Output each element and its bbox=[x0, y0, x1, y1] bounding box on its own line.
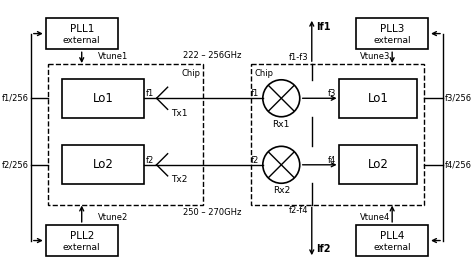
Text: Tx2: Tx2 bbox=[171, 175, 188, 184]
Text: Vtune3: Vtune3 bbox=[360, 52, 390, 61]
Text: f1/256: f1/256 bbox=[2, 94, 29, 103]
Text: Chip: Chip bbox=[255, 69, 273, 78]
Bar bbox=[339, 145, 417, 184]
Text: Rx2: Rx2 bbox=[273, 186, 290, 195]
Text: Vtune4: Vtune4 bbox=[360, 213, 390, 222]
Text: Lo2: Lo2 bbox=[92, 158, 113, 171]
Bar bbox=[251, 64, 425, 205]
Bar bbox=[356, 225, 428, 256]
Text: external: external bbox=[63, 36, 100, 44]
Text: PLL3: PLL3 bbox=[380, 24, 404, 34]
Bar bbox=[46, 18, 118, 49]
Text: Chip: Chip bbox=[182, 69, 201, 78]
Text: f2/256: f2/256 bbox=[2, 160, 29, 169]
Text: Lo2: Lo2 bbox=[368, 158, 389, 171]
Text: f1: f1 bbox=[251, 89, 259, 98]
Text: Lo1: Lo1 bbox=[368, 92, 389, 105]
Text: f2: f2 bbox=[251, 156, 259, 165]
Text: f1-f3: f1-f3 bbox=[289, 53, 308, 62]
Text: f1: f1 bbox=[146, 89, 154, 98]
Text: Vtune1: Vtune1 bbox=[98, 52, 128, 61]
Bar bbox=[356, 18, 428, 49]
Bar bbox=[62, 145, 144, 184]
Text: f4: f4 bbox=[328, 156, 336, 165]
Text: If1: If1 bbox=[317, 22, 331, 32]
Bar bbox=[62, 79, 144, 118]
Text: f3/256: f3/256 bbox=[445, 94, 472, 103]
Text: external: external bbox=[63, 243, 100, 251]
Text: Rx1: Rx1 bbox=[273, 120, 290, 129]
Text: 250 – 270GHz: 250 – 270GHz bbox=[183, 208, 241, 217]
Text: f3: f3 bbox=[328, 89, 336, 98]
Text: external: external bbox=[374, 36, 411, 44]
Text: PLL4: PLL4 bbox=[380, 231, 404, 241]
Text: external: external bbox=[374, 243, 411, 251]
Text: f2: f2 bbox=[146, 156, 154, 165]
Text: Vtune2: Vtune2 bbox=[98, 213, 128, 222]
Text: PLL1: PLL1 bbox=[70, 24, 94, 34]
Text: Lo1: Lo1 bbox=[92, 92, 113, 105]
Text: Tx1: Tx1 bbox=[171, 108, 188, 118]
Bar bbox=[47, 64, 203, 205]
Text: f4/256: f4/256 bbox=[445, 160, 472, 169]
Bar bbox=[46, 225, 118, 256]
Text: PLL2: PLL2 bbox=[70, 231, 94, 241]
Bar bbox=[339, 79, 417, 118]
Text: 222 – 256GHz: 222 – 256GHz bbox=[183, 51, 241, 60]
Text: If2: If2 bbox=[317, 244, 331, 254]
Text: f2-f4: f2-f4 bbox=[289, 206, 308, 215]
